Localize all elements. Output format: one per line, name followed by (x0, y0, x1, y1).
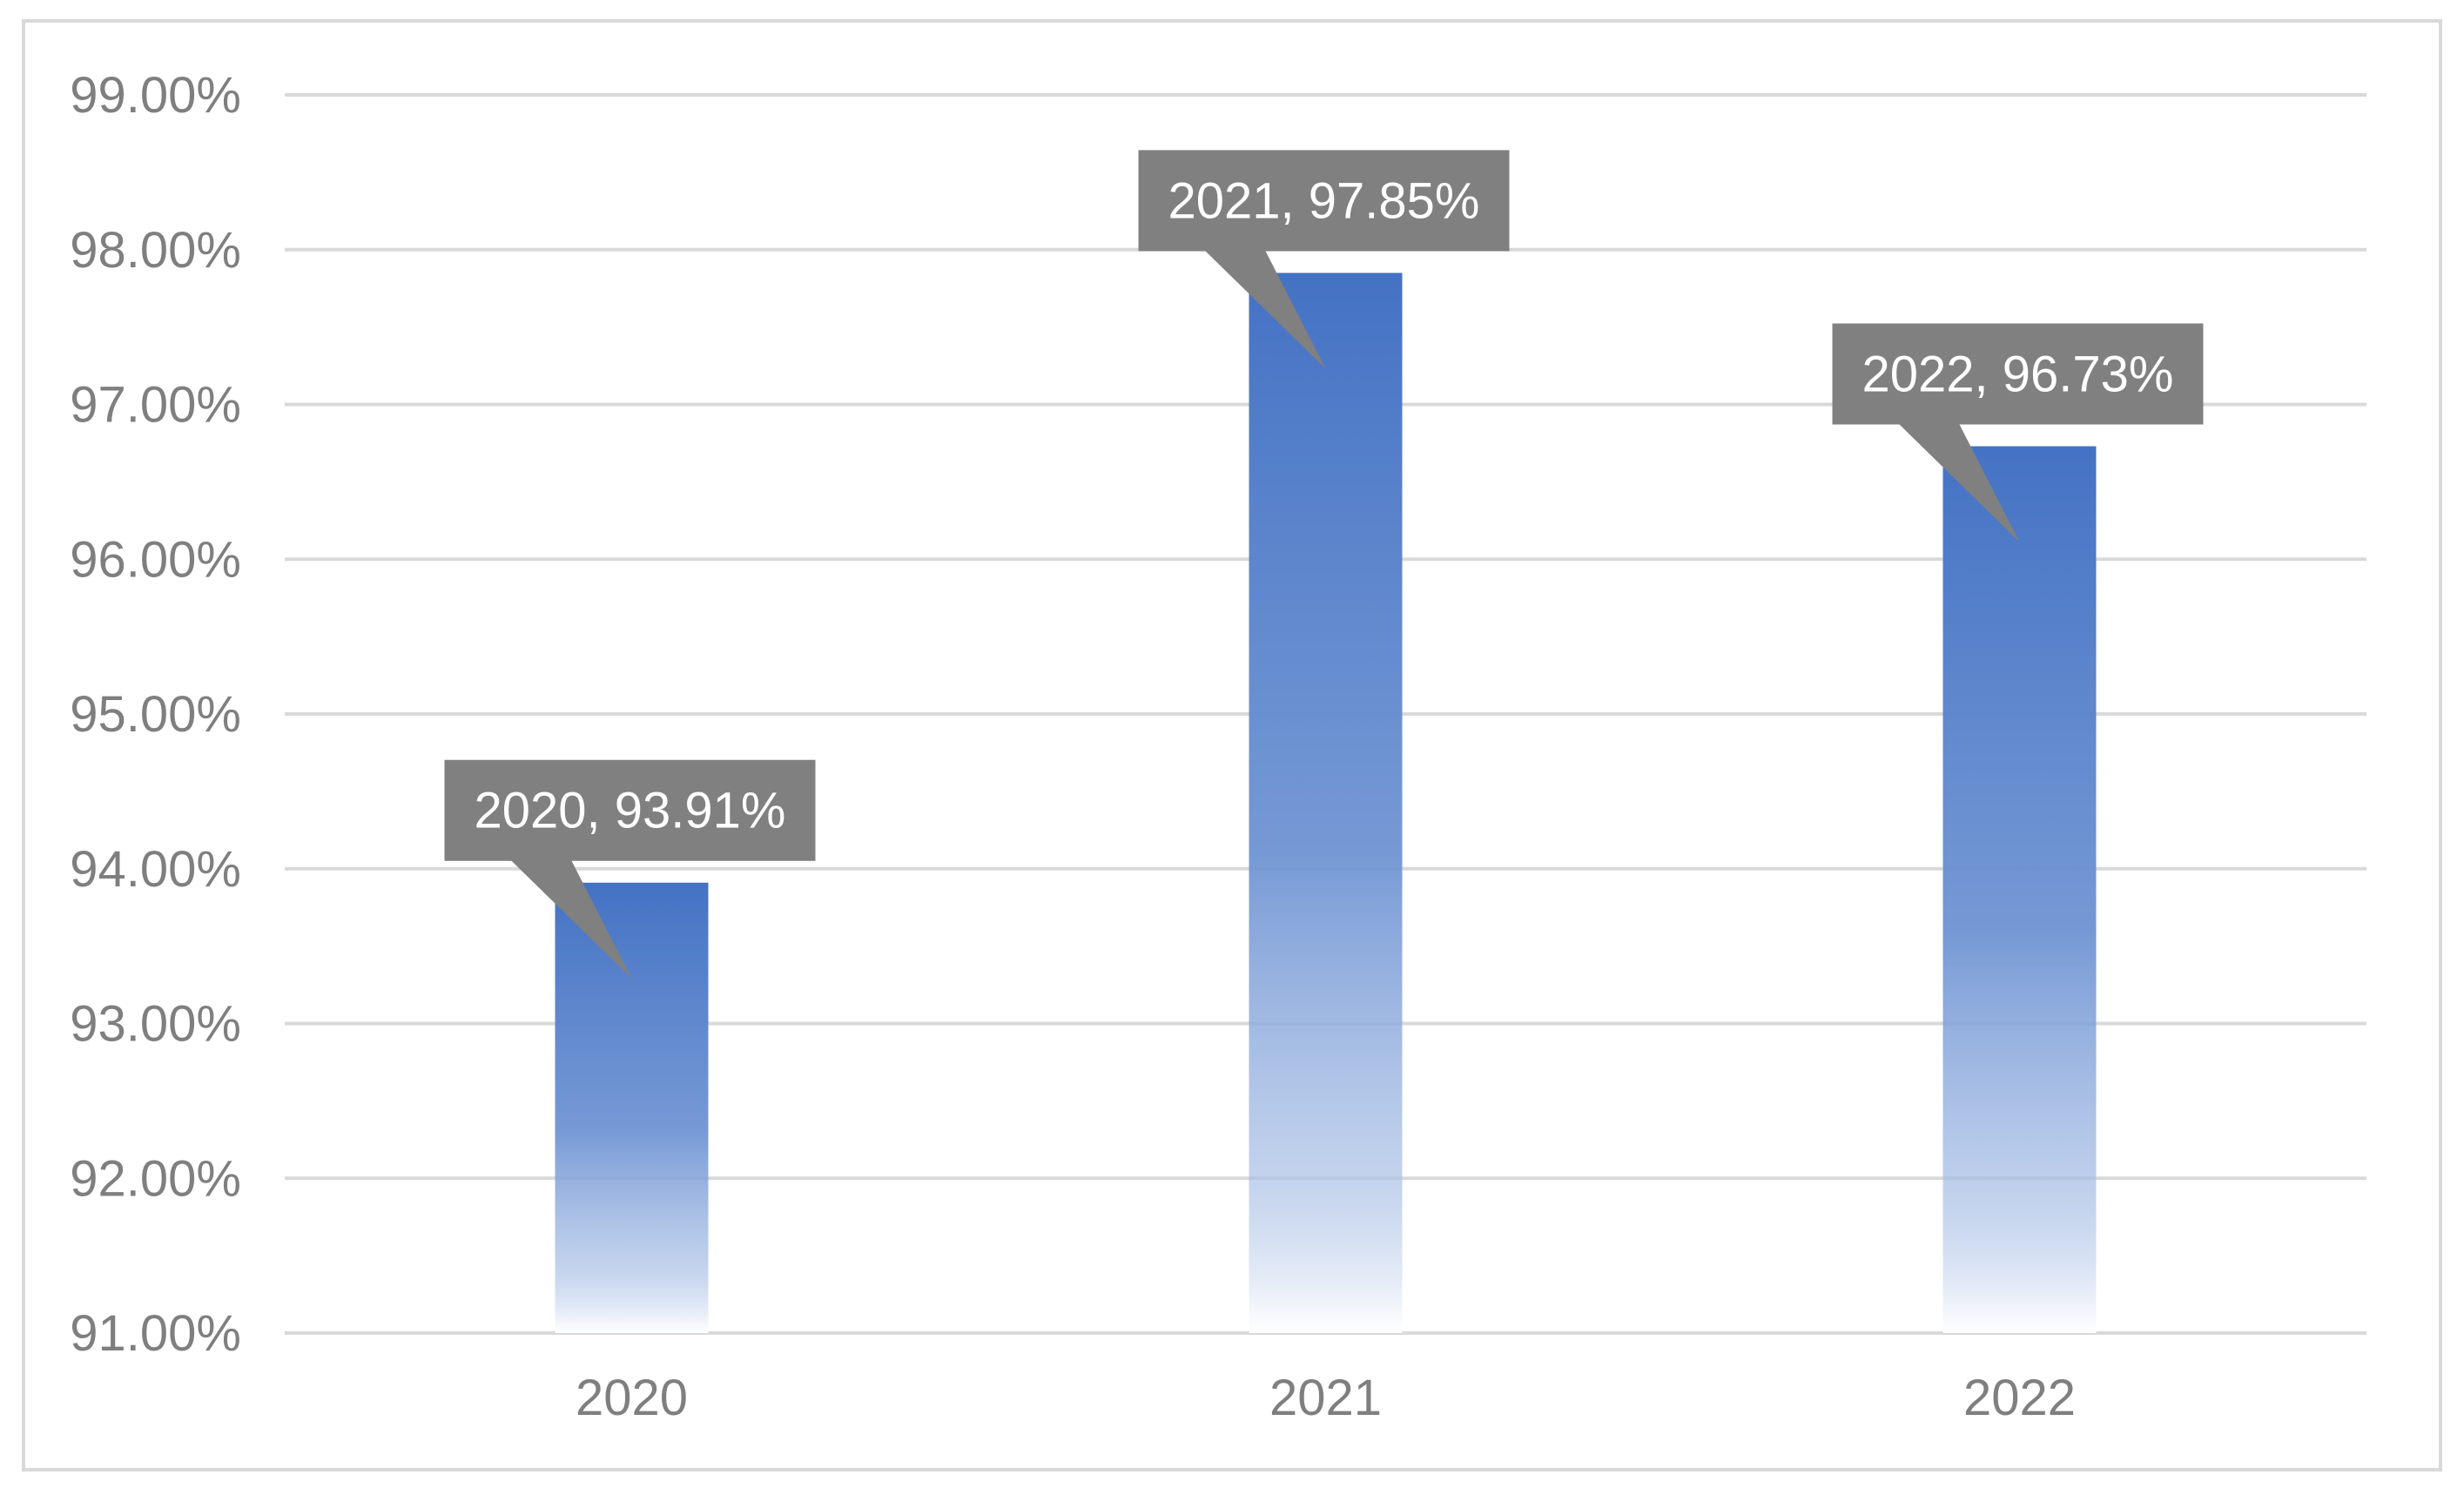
bars (555, 273, 2097, 1334)
data-label-pointer (1203, 249, 1326, 369)
y-tick-label: 98.00% (70, 222, 241, 279)
x-tick-label: 2022 (1963, 1370, 2076, 1426)
data-label-text: 2020, 93.91% (475, 783, 786, 839)
y-tick-label: 93.00% (70, 996, 241, 1053)
bar (1942, 446, 2097, 1333)
bar (555, 882, 709, 1333)
data-label-pointer (1897, 422, 2020, 542)
y-axis-tick-labels: 99.00% 98.00% 97.00% 96.00% 95.00% 94.00% 93.0… (70, 67, 241, 1362)
y-tick-label: 96.00% (70, 531, 241, 588)
y-tick-label: 94.00% (70, 841, 241, 898)
y-tick-label: 99.00% (70, 67, 241, 124)
y-tick-label: 97.00% (70, 377, 241, 434)
x-tick-label: 2020 (576, 1370, 688, 1426)
y-tick-label: 91.00% (70, 1305, 241, 1362)
data-labels: 2020, 93.91% 2021, 97.85% 2022, 96.73% (444, 150, 2204, 979)
x-tick-label: 2021 (1269, 1370, 1382, 1426)
data-label-box (444, 759, 816, 861)
data-label-box (1138, 150, 1510, 252)
x-axis-tick-labels: 2020 2021 2022 (576, 1370, 2076, 1426)
data-label: 2021, 97.85% (1138, 150, 1510, 369)
data-label: 2020, 93.91% (444, 759, 816, 979)
data-label-box (1832, 323, 2204, 425)
bar (1249, 273, 1403, 1334)
y-tick-label: 92.00% (70, 1150, 241, 1207)
data-label-text: 2021, 97.85% (1168, 172, 1480, 229)
data-label-text: 2022, 96.73% (1862, 346, 2174, 402)
y-tick-label: 95.00% (70, 686, 241, 743)
data-label: 2022, 96.73% (1832, 323, 2204, 542)
data-label-pointer (509, 859, 632, 979)
